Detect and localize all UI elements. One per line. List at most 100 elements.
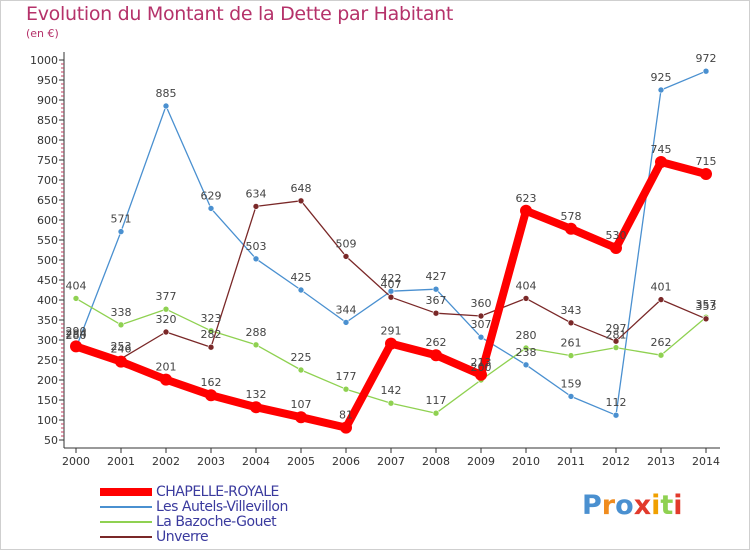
data-point: [567, 393, 575, 400]
x-tick-label: 2011: [557, 455, 585, 468]
data-label: 246: [111, 343, 132, 356]
data-label: 357: [696, 298, 717, 311]
data-point: [207, 343, 215, 351]
data-point: [162, 305, 170, 313]
y-tick-label: 700: [37, 174, 58, 187]
x-tick-label: 2009: [467, 455, 495, 468]
data-point: [522, 361, 530, 369]
data-label: 201: [156, 361, 177, 374]
legend-label: Les Autels-Villevillon: [156, 499, 288, 515]
data-point: [252, 341, 260, 349]
data-label: 117: [426, 394, 447, 407]
data-label: 112: [606, 396, 627, 409]
data-label: 284: [66, 327, 87, 340]
logo-letter: r: [601, 490, 616, 521]
data-point: [475, 368, 487, 381]
data-label: 629: [201, 189, 222, 202]
y-tick-label: 500: [37, 254, 58, 267]
data-label: 281: [606, 329, 627, 342]
y-tick-label: 400: [37, 294, 58, 307]
data-label: 262: [651, 336, 672, 349]
data-point: [700, 168, 712, 180]
data-label: 503: [246, 240, 267, 253]
chart-title: Evolution du Montant de la Dette par Hab…: [26, 3, 454, 25]
data-label: 427: [426, 270, 447, 283]
data-label: 291: [381, 325, 402, 338]
data-point: [250, 401, 262, 414]
y-tick-label: 300: [37, 334, 58, 347]
data-point: [430, 349, 442, 362]
data-point: [387, 293, 395, 301]
data-label: 509: [336, 237, 357, 250]
logo-letter: t: [660, 490, 674, 521]
y-tick-label: 200: [37, 374, 58, 387]
data-point: [567, 352, 575, 359]
data-point: [520, 204, 532, 217]
y-tick-label: 650: [37, 194, 58, 207]
data-point: [612, 411, 620, 419]
data-point: [385, 337, 397, 350]
data-label: 162: [201, 376, 222, 389]
data-point: [297, 197, 305, 205]
data-label: 715: [696, 155, 717, 168]
chart-axes: 50 100 150 200 250 300 350 400 450 500 550 600 650 70…: [30, 52, 720, 468]
legend-swatch: [100, 536, 152, 538]
data-label: 353: [696, 300, 717, 313]
y-tick-label: 50: [44, 434, 58, 447]
line-chart: 50 100 150 200 250 300 350 400 450 500 550 600 650 70…: [30, 52, 720, 468]
data-label: 360: [471, 297, 492, 310]
y-tick-label: 150: [37, 394, 58, 407]
data-label: 280: [516, 329, 537, 342]
data-label: 648: [291, 182, 312, 195]
data-label: 407: [381, 278, 402, 291]
data-point: [252, 203, 260, 210]
x-tick-label: 2012: [602, 455, 630, 468]
data-label: 297: [606, 322, 627, 335]
data-point: [432, 285, 440, 293]
x-tick-label: 2004: [242, 455, 270, 468]
logo-letter: o: [615, 490, 634, 521]
data-label: 288: [246, 326, 267, 339]
data-point: [610, 242, 622, 254]
data-point: [612, 337, 620, 345]
data-point: [655, 156, 667, 168]
x-tick-label: 2000: [62, 455, 90, 468]
data-label: 422: [381, 272, 402, 285]
data-label: 885: [156, 87, 177, 100]
legend-label: Unverre: [156, 529, 209, 545]
data-point: [657, 296, 665, 303]
data-label: 282: [201, 328, 222, 341]
data-label: 745: [651, 143, 672, 156]
data-label: 159: [561, 377, 582, 390]
legend-label: La Bazoche-Gouet: [156, 514, 277, 530]
data-point: [702, 315, 710, 323]
data-point: [387, 399, 395, 407]
data-label: 925: [651, 71, 672, 84]
x-tick-label: 2010: [512, 455, 540, 468]
data-label: 320: [156, 313, 177, 326]
data-label: 262: [426, 336, 447, 349]
data-point: [117, 228, 125, 235]
data-label: 344: [336, 303, 357, 316]
data-point: [295, 411, 307, 424]
data-point: [162, 328, 170, 336]
data-point: [432, 409, 440, 417]
data-point: [160, 373, 172, 386]
chart-subtitle: (en €): [26, 27, 59, 40]
x-tick-label: 2003: [197, 455, 225, 468]
data-point: [70, 340, 82, 353]
logo-letter: P: [582, 490, 602, 521]
data-point: [612, 344, 620, 351]
data-label: 177: [336, 370, 357, 383]
data-point: [252, 255, 260, 263]
data-point: [115, 355, 127, 368]
x-tick-label: 2001: [107, 455, 135, 468]
data-point: [297, 286, 305, 294]
data-label: 132: [246, 388, 267, 401]
data-point: [342, 253, 350, 260]
data-point: [657, 86, 665, 94]
data-point: [477, 333, 485, 341]
data-labels: 280 571 885 629 503 425 344 422 427 307 238 159 112 9…: [66, 52, 717, 421]
data-label: 338: [111, 306, 132, 319]
legend-swatch: [100, 488, 152, 496]
